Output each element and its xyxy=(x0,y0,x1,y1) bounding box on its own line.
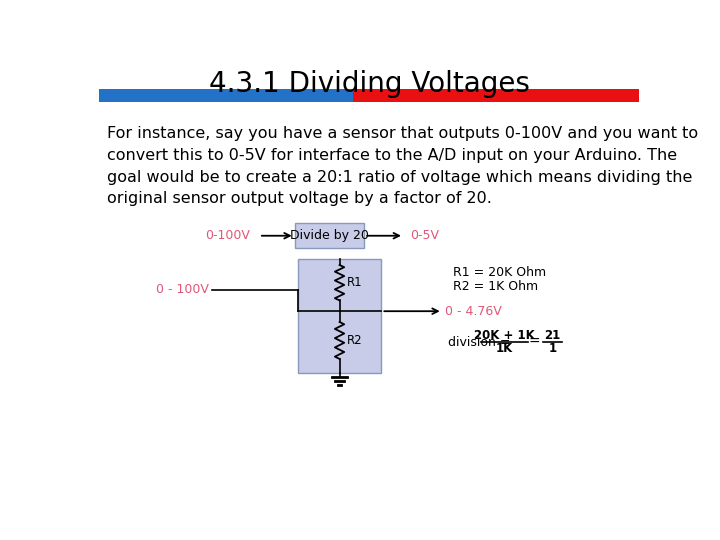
Text: 0 - 100V: 0 - 100V xyxy=(156,283,209,296)
Text: Divide by 20: Divide by 20 xyxy=(290,230,369,242)
Text: 21: 21 xyxy=(544,328,561,342)
Bar xyxy=(99,90,353,102)
Text: For instance, say you have a sensor that outputs 0-100V and you want to
convert : For instance, say you have a sensor that… xyxy=(107,126,698,206)
FancyBboxPatch shape xyxy=(294,224,364,248)
Text: 0 - 4.76V: 0 - 4.76V xyxy=(445,305,502,318)
Text: 1: 1 xyxy=(549,342,557,355)
Text: division =: division = xyxy=(448,335,515,348)
Text: 4.3.1 Dividing Voltages: 4.3.1 Dividing Voltages xyxy=(209,70,529,98)
Text: 1K: 1K xyxy=(496,342,513,355)
Text: R2 = 1K Ohm: R2 = 1K Ohm xyxy=(453,280,538,293)
FancyBboxPatch shape xyxy=(297,259,382,373)
Text: 0-100V: 0-100V xyxy=(205,230,251,242)
Bar xyxy=(353,90,639,102)
Text: R1: R1 xyxy=(346,276,362,289)
Text: =: = xyxy=(528,335,540,349)
Text: R1 = 20K Ohm: R1 = 20K Ohm xyxy=(453,266,546,279)
Text: 20K + 1K: 20K + 1K xyxy=(474,328,535,342)
Text: 0-5V: 0-5V xyxy=(410,230,439,242)
Text: R2: R2 xyxy=(346,334,362,347)
